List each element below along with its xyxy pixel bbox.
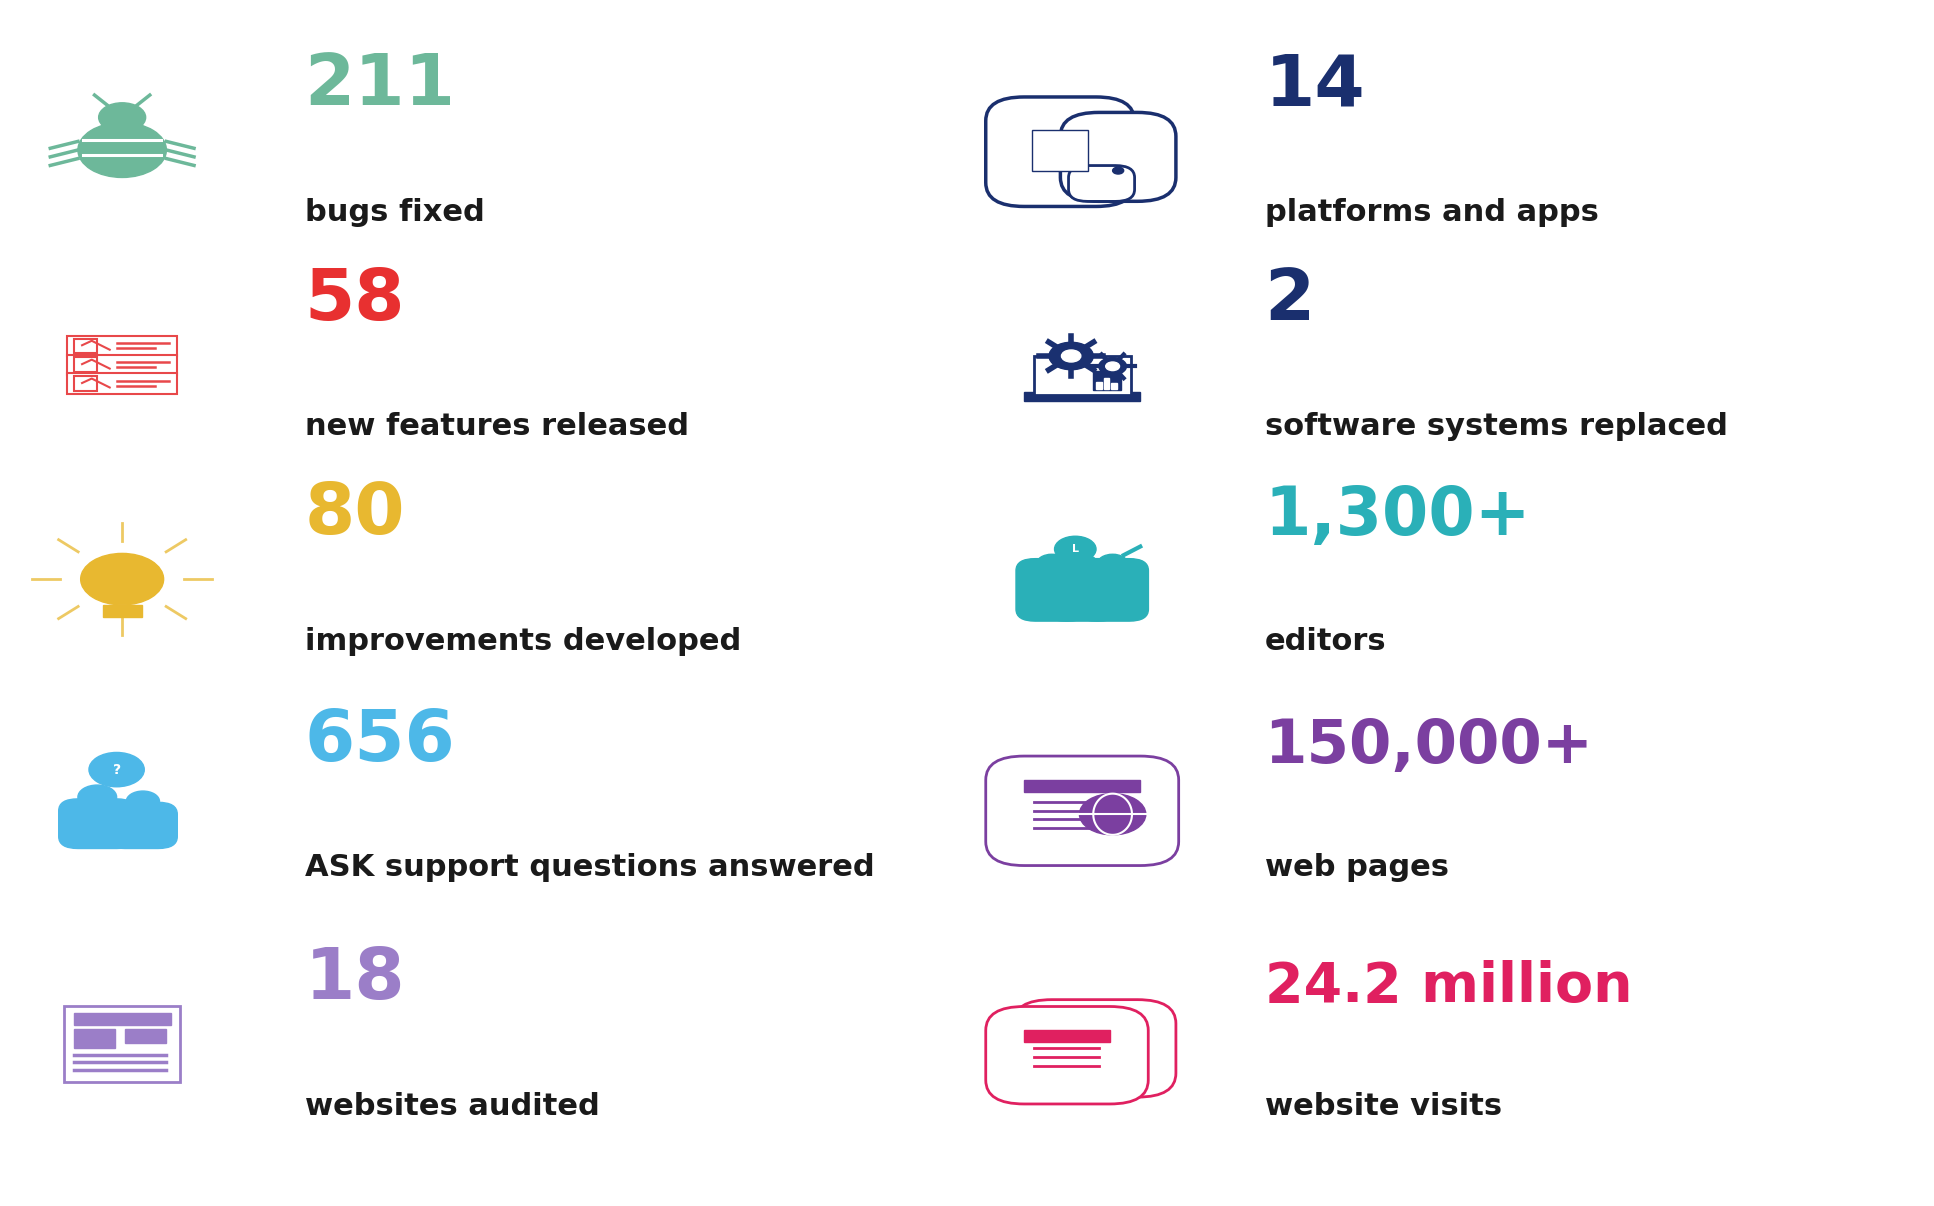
Text: 18: 18	[304, 946, 406, 1014]
Text: 150,000+: 150,000+	[1265, 716, 1594, 775]
Bar	[126, 1030, 166, 1043]
Text: L: L	[1071, 544, 1079, 554]
Text: 24.2 million: 24.2 million	[1265, 960, 1632, 1014]
Text: 656: 656	[304, 707, 454, 775]
FancyBboxPatch shape	[1046, 558, 1118, 621]
FancyBboxPatch shape	[106, 802, 178, 849]
Circle shape	[1062, 350, 1081, 362]
FancyBboxPatch shape	[1070, 165, 1135, 201]
Text: new features released: new features released	[304, 412, 689, 441]
Circle shape	[1097, 555, 1128, 573]
Circle shape	[1037, 555, 1068, 573]
Circle shape	[81, 554, 164, 605]
FancyBboxPatch shape	[1015, 558, 1087, 621]
Circle shape	[1054, 537, 1097, 562]
Text: editors: editors	[1265, 627, 1387, 656]
Text: 211: 211	[304, 51, 456, 121]
Circle shape	[89, 753, 145, 786]
Circle shape	[1068, 555, 1097, 573]
FancyBboxPatch shape	[58, 798, 135, 849]
Text: ?: ?	[112, 762, 120, 777]
FancyBboxPatch shape	[1060, 112, 1176, 201]
Circle shape	[77, 123, 166, 177]
Bar	[103, 605, 141, 617]
Text: platforms and apps: platforms and apps	[1265, 198, 1599, 227]
Circle shape	[77, 785, 116, 809]
Bar	[1033, 130, 1087, 171]
Bar	[1104, 379, 1110, 388]
Text: ASK support questions answered: ASK support questions answered	[304, 854, 874, 883]
FancyBboxPatch shape	[1077, 558, 1149, 621]
FancyBboxPatch shape	[1013, 1000, 1176, 1097]
Text: bugs fixed: bugs fixed	[304, 198, 484, 227]
Text: 1,300+: 1,300+	[1265, 484, 1532, 550]
Bar	[68, 374, 178, 393]
Bar	[1097, 382, 1102, 388]
Text: 2: 2	[1265, 265, 1315, 335]
Text: website visits: website visits	[1265, 1091, 1501, 1120]
Text: software systems replaced: software systems replaced	[1265, 412, 1727, 441]
Bar	[73, 357, 97, 371]
Text: 80: 80	[304, 480, 406, 550]
Bar	[64, 1006, 180, 1082]
Text: web pages: web pages	[1265, 854, 1449, 883]
FancyBboxPatch shape	[986, 756, 1178, 866]
FancyBboxPatch shape	[986, 1007, 1149, 1103]
Text: websites audited: websites audited	[304, 1091, 600, 1120]
Circle shape	[99, 103, 145, 131]
Bar	[1035, 356, 1131, 394]
Bar	[1025, 780, 1141, 792]
Bar	[73, 1029, 116, 1048]
FancyBboxPatch shape	[986, 96, 1135, 206]
Bar	[1025, 1030, 1110, 1042]
Bar	[1093, 371, 1122, 391]
Bar	[68, 335, 178, 356]
Circle shape	[1079, 794, 1145, 835]
Bar	[1052, 1024, 1137, 1035]
Circle shape	[1099, 358, 1126, 375]
Circle shape	[126, 791, 159, 812]
Circle shape	[1106, 362, 1120, 370]
Bar	[1025, 392, 1141, 400]
Text: 14: 14	[1265, 51, 1365, 121]
Bar	[73, 1013, 170, 1025]
Bar	[73, 376, 97, 391]
Text: improvements developed: improvements developed	[304, 627, 741, 656]
Bar	[73, 339, 97, 353]
Bar	[1112, 384, 1116, 388]
Circle shape	[1048, 343, 1093, 370]
Text: 58: 58	[304, 265, 404, 335]
Bar	[68, 355, 178, 375]
Circle shape	[1112, 168, 1124, 174]
